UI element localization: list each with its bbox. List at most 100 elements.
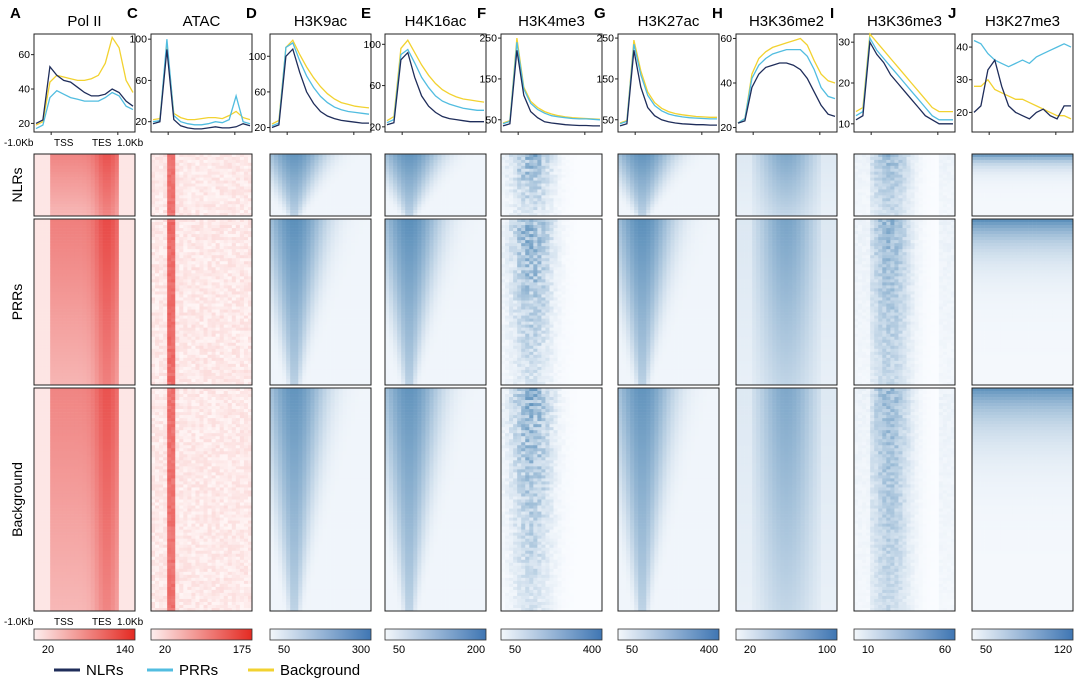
panel-letter: I bbox=[830, 5, 834, 22]
panel-letter: F bbox=[477, 5, 486, 22]
heatmap-background bbox=[618, 388, 719, 611]
panel-letter: C bbox=[127, 5, 138, 22]
heatmap-background bbox=[34, 388, 135, 611]
row-label-prrs: PRRs bbox=[9, 284, 25, 321]
y-tick-label: 60 bbox=[254, 86, 266, 98]
row-label-nlrs: NLRs bbox=[9, 167, 25, 202]
colorbar-max-label: 175 bbox=[233, 644, 251, 656]
legend: NLRs PRRs Background bbox=[54, 662, 360, 679]
x-label-start: -1.0Kb bbox=[4, 617, 34, 628]
heatmap-nlrs bbox=[854, 154, 955, 216]
colorbar bbox=[736, 629, 837, 640]
panel-letter: G bbox=[594, 5, 606, 22]
heatmap-x-labels: -1.0Kb TSS TES 1.0Kb bbox=[4, 617, 144, 628]
x-label-start: -1.0Kb bbox=[4, 138, 34, 149]
profile-x-labels: -1.0Kb TSS TES 1.0Kb bbox=[4, 138, 144, 149]
panel-title: H3K36me3 bbox=[867, 13, 942, 30]
y-tick-label: 40 bbox=[720, 78, 732, 90]
heatmap-background bbox=[151, 388, 252, 611]
x-label-tes: TES bbox=[92, 138, 112, 149]
heatmap-background bbox=[972, 388, 1073, 611]
heatmap-prrs bbox=[501, 219, 602, 385]
y-tick-label: 20 bbox=[18, 118, 30, 130]
y-tick-label: 40 bbox=[956, 42, 968, 54]
panel-letter: H bbox=[712, 5, 723, 22]
y-tick-label: 150 bbox=[479, 73, 497, 85]
y-tick-label: 20 bbox=[720, 122, 732, 134]
heatmap-nlrs bbox=[736, 154, 837, 216]
heatmap-nlrs bbox=[34, 154, 135, 216]
heatmap-background bbox=[270, 388, 371, 611]
y-tick-label: 60 bbox=[369, 80, 381, 92]
x-label-end: 1.0Kb bbox=[117, 138, 144, 149]
heatmap-background bbox=[385, 388, 486, 611]
y-tick-label: 100 bbox=[248, 51, 266, 63]
y-tick-label: 20 bbox=[956, 107, 968, 119]
y-tick-label: 50 bbox=[602, 114, 614, 126]
y-tick-label: 50 bbox=[485, 114, 497, 126]
colorbar-max-label: 200 bbox=[467, 644, 485, 656]
x-label-tss: TSS bbox=[54, 617, 74, 628]
colorbar-max-label: 100 bbox=[818, 644, 836, 656]
panel-title: H3K27me3 bbox=[985, 13, 1060, 30]
heatmap-prrs bbox=[34, 219, 135, 385]
colorbar-min-label: 50 bbox=[393, 644, 405, 656]
heatmap-prrs bbox=[385, 219, 486, 385]
colorbar-min-label: 50 bbox=[509, 644, 521, 656]
heatmap-nlrs bbox=[270, 154, 371, 216]
panel-letter: D bbox=[246, 5, 257, 22]
colorbar-max-label: 60 bbox=[939, 644, 951, 656]
y-tick-label: 20 bbox=[369, 121, 381, 133]
colorbar-max-label: 120 bbox=[1054, 644, 1072, 656]
y-tick-label: 60 bbox=[135, 75, 147, 87]
y-tick-label: 40 bbox=[18, 84, 30, 96]
y-tick-label: 20 bbox=[135, 116, 147, 128]
panel-title: H3K4me3 bbox=[518, 13, 585, 30]
panel-title: ATAC bbox=[183, 13, 221, 30]
x-label-end: 1.0Kb bbox=[117, 617, 144, 628]
panel-title: H3K27ac bbox=[638, 13, 700, 30]
heatmap-nlrs bbox=[151, 154, 252, 216]
panel-atac: C ATAC 100 60 20 20 175 bbox=[127, 5, 252, 656]
legend-item-nlrs: NLRs bbox=[54, 662, 124, 679]
colorbar-min-label: 50 bbox=[278, 644, 290, 656]
legend-label: NLRs bbox=[86, 662, 124, 679]
heatmap-nlrs bbox=[501, 154, 602, 216]
x-label-tss: TSS bbox=[54, 138, 74, 149]
y-tick-label: 250 bbox=[596, 33, 614, 45]
heatmap-nlrs bbox=[385, 154, 486, 216]
legend-item-prrs: PRRs bbox=[147, 662, 218, 679]
colorbar-min-label: 20 bbox=[159, 644, 171, 656]
panel-title: H3K9ac bbox=[294, 13, 348, 30]
colorbar bbox=[972, 629, 1073, 640]
y-tick-label: 250 bbox=[479, 33, 497, 45]
colorbar-min-label: 20 bbox=[42, 644, 54, 656]
y-tick-label: 60 bbox=[720, 33, 732, 45]
y-tick-label: 100 bbox=[363, 39, 381, 51]
colorbar bbox=[854, 629, 955, 640]
heatmap-nlrs bbox=[972, 154, 1073, 216]
colorbar-min-label: 10 bbox=[862, 644, 874, 656]
heatmap-nlrs bbox=[618, 154, 719, 216]
colorbar bbox=[618, 629, 719, 640]
heatmap-prrs bbox=[972, 219, 1073, 385]
y-tick-label: 30 bbox=[956, 74, 968, 86]
heatmap-prrs bbox=[151, 219, 252, 385]
colorbar bbox=[270, 629, 371, 640]
legend-label: Background bbox=[280, 662, 360, 679]
y-tick-label: 20 bbox=[254, 122, 266, 134]
legend-label: PRRs bbox=[179, 662, 218, 679]
y-tick-label: 100 bbox=[129, 34, 147, 46]
y-tick-label: 60 bbox=[18, 49, 30, 61]
colorbar bbox=[151, 629, 252, 640]
panel-letter: E bbox=[361, 5, 371, 22]
